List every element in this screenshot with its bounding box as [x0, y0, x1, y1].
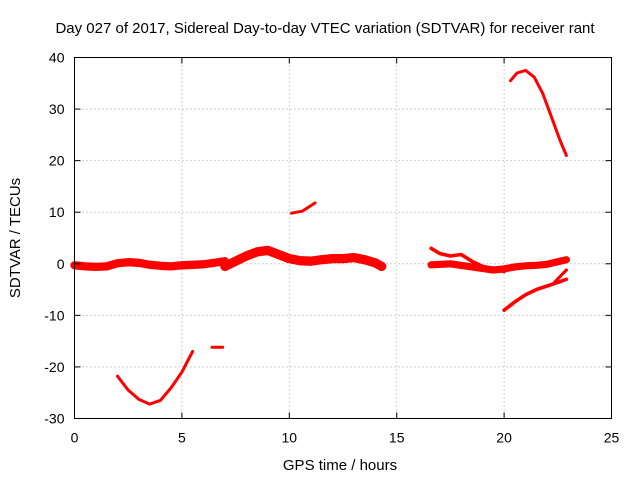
x-tick-label: 20: [496, 430, 512, 446]
chart-title: Day 027 of 2017, Sidereal Day-to-day VTE…: [55, 20, 595, 37]
y-tick-label: 0: [57, 256, 65, 272]
data-series: [70, 68, 571, 406]
y-tick-label: -30: [44, 411, 64, 427]
series-dip-arc: [116, 350, 195, 406]
x-tick-label: 25: [604, 430, 620, 446]
x-tick-label: 0: [71, 430, 79, 446]
tick-labels: 0 5 10 15 20 25 -30 -20 -10 0 10 20 30 40: [44, 50, 619, 446]
y-tick-label: -20: [44, 359, 64, 375]
x-tick-label: 15: [389, 430, 405, 446]
series-late-band: [427, 256, 571, 274]
x-tick-label: 10: [282, 430, 298, 446]
series-late-short-arc: [551, 268, 568, 285]
plot-frame: [74, 57, 612, 419]
y-tick-label: 10: [49, 204, 65, 220]
axis-ticks: [74, 57, 612, 419]
y-tick-label: 30: [49, 101, 65, 117]
series-main-band-mid: [220, 245, 387, 272]
series-rise-segment-10h: [289, 201, 317, 215]
series-late-rising-arc: [502, 277, 569, 313]
series-peak-arc: [509, 68, 568, 157]
series-main-band-early: [70, 257, 230, 272]
x-tick-label: 5: [178, 430, 186, 446]
x-axis-label: GPS time / hours: [283, 457, 397, 474]
grid: [74, 57, 612, 419]
y-tick-label: -10: [44, 307, 64, 323]
y-tick-label: 20: [49, 153, 65, 169]
y-tick-label: 40: [49, 50, 65, 66]
y-axis-label: SDTVAR / TECUs: [7, 178, 24, 298]
